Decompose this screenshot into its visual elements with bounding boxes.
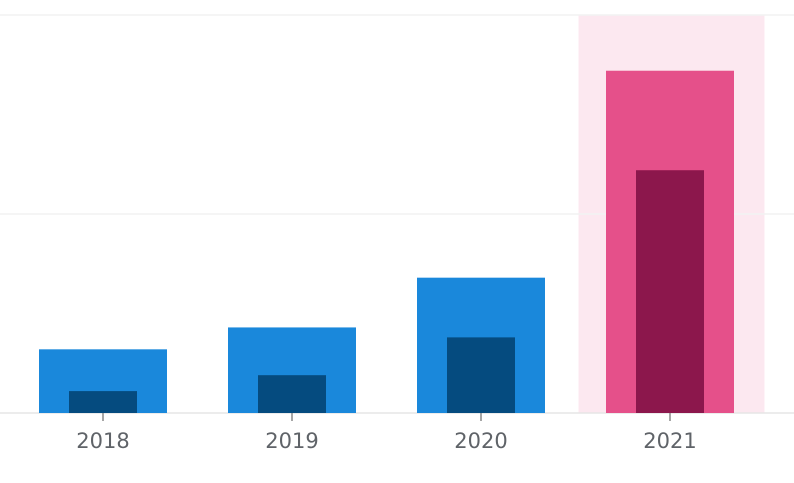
x-tick-label: 2021 [643, 429, 696, 453]
bar [69, 391, 137, 413]
x-tick-label: 2018 [76, 429, 129, 453]
x-tick-label: 2020 [454, 429, 507, 453]
bar [636, 170, 704, 413]
bar [447, 337, 515, 413]
x-tick-label: 2019 [265, 429, 318, 453]
bar [258, 375, 326, 413]
